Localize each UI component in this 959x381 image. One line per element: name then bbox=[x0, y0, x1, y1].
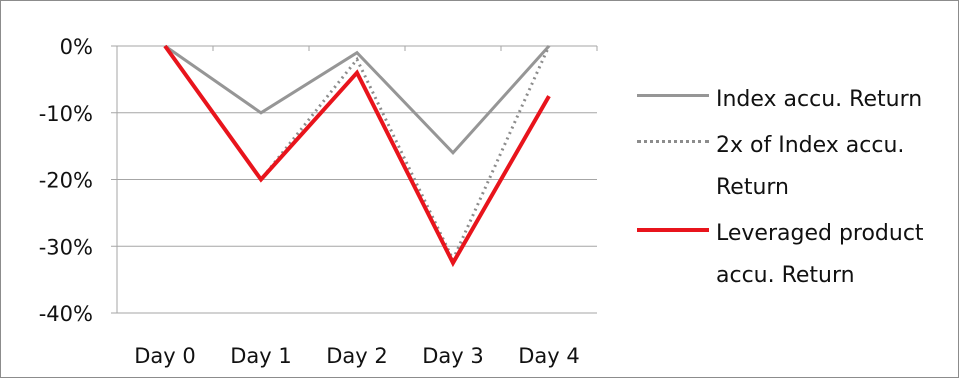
series-line-2 bbox=[163, 44, 551, 268]
legend-swatch-leveraged bbox=[637, 228, 709, 232]
y-tick-label: -10% bbox=[39, 102, 93, 126]
x-tick-label: Day 1 bbox=[230, 344, 292, 368]
legend-swatch-2x-index bbox=[637, 140, 709, 143]
legend-item-leveraged: Leveraged product accu. Return bbox=[637, 213, 955, 297]
legend-label-2x-index: 2x of Index accu. Return bbox=[716, 133, 905, 200]
x-tick-label: Day 0 bbox=[134, 344, 196, 368]
legend-label-index: Index accu. Return bbox=[716, 87, 923, 112]
chart-legend: Index accu. Return 2x of Index accu. Ret… bbox=[637, 79, 955, 301]
axis-layer bbox=[111, 45, 598, 314]
y-tick-label: 0% bbox=[60, 35, 93, 59]
series-line-1 bbox=[163, 45, 551, 264]
y-tick-label: -20% bbox=[39, 169, 93, 193]
y-tick-label: -40% bbox=[39, 302, 93, 326]
series-line-0 bbox=[164, 44, 551, 156]
x-tick-label: Day 3 bbox=[422, 344, 484, 368]
grid-layer bbox=[117, 112, 597, 314]
series-layer bbox=[163, 44, 551, 268]
y-tick-label: -30% bbox=[39, 235, 93, 259]
legend-item-2x-index: 2x of Index accu. Return bbox=[637, 125, 955, 209]
legend-swatch-index bbox=[637, 94, 709, 97]
x-tick-label: Day 2 bbox=[326, 344, 388, 368]
legend-item-index: Index accu. Return bbox=[637, 79, 955, 121]
label-layer: 0% -10% -20% -30% -40% Day 0 Day 1 Day 2 Day 3 Da… bbox=[39, 35, 580, 368]
legend-label-leveraged: Leveraged product accu. Return bbox=[716, 221, 924, 288]
line-chart: 0% -10% -20% -30% -40% Day 0 Day 1 Day 2 Day 3 Da… bbox=[39, 35, 598, 368]
x-tick-label: Day 4 bbox=[518, 344, 580, 368]
